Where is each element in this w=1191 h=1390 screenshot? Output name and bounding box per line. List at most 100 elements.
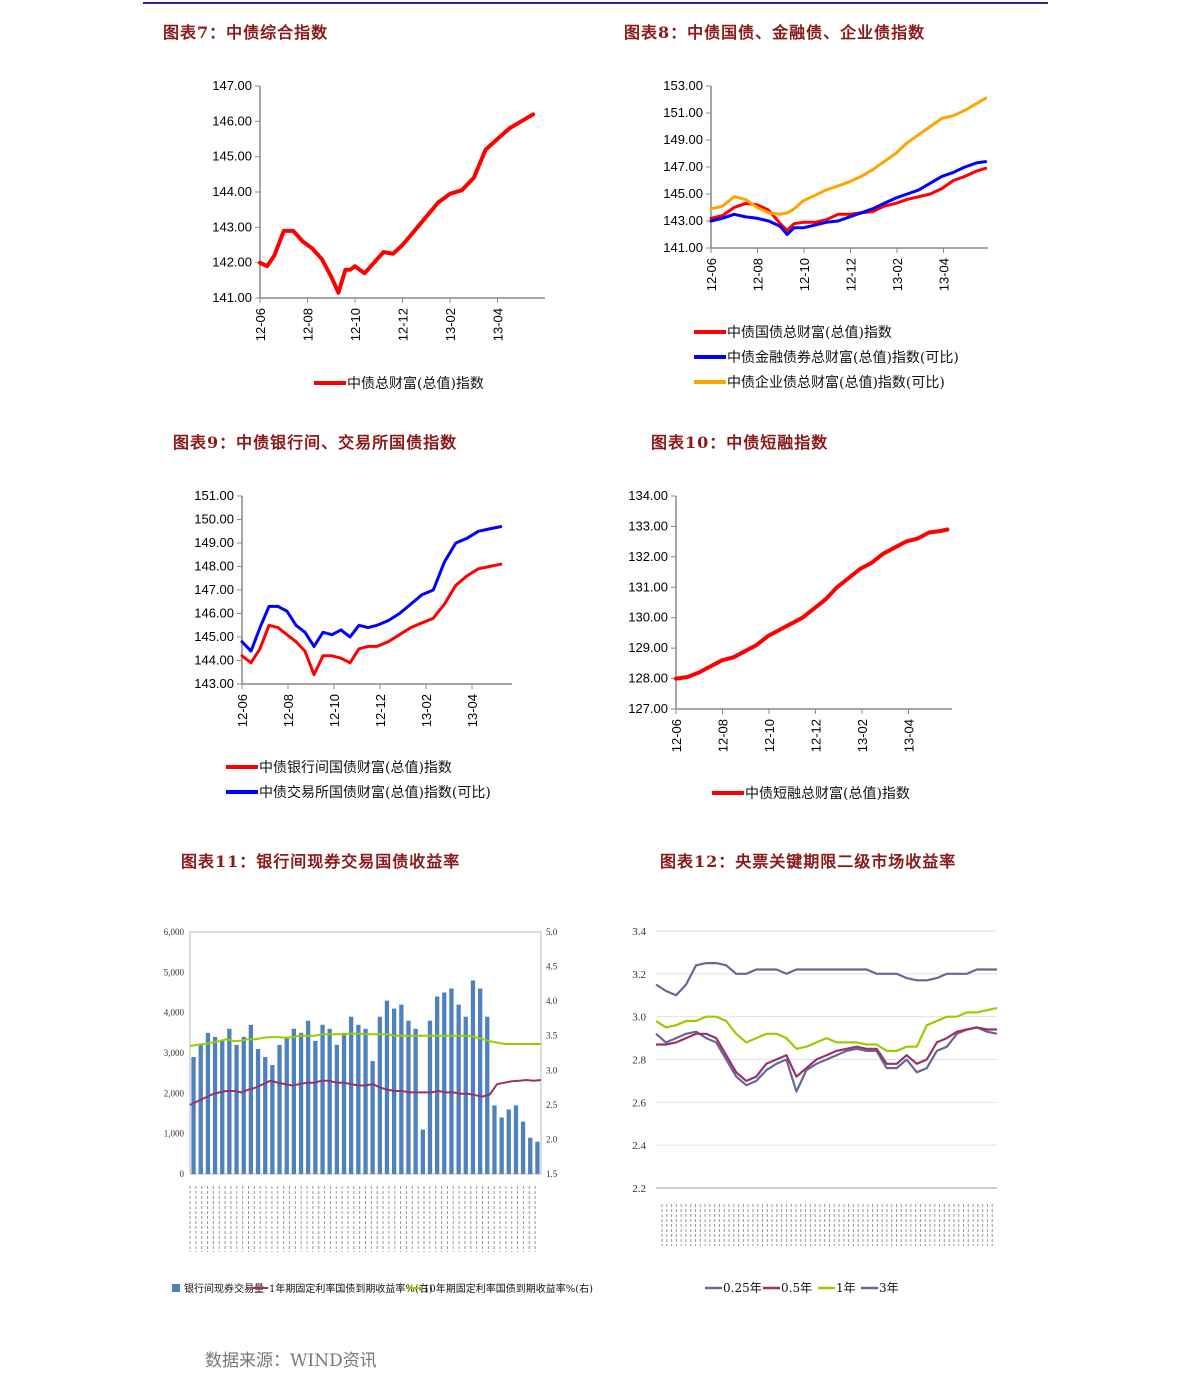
c11-y-right-tick-label: 2.0	[546, 1134, 558, 1144]
c7-x-tick-label: 13-04	[491, 308, 506, 341]
c11-bar	[442, 992, 447, 1174]
c8-x-tick-label: 12-06	[704, 258, 719, 291]
c11-bar	[327, 1028, 332, 1174]
c8-y-tick-label: 153.00	[663, 78, 703, 93]
c11-bar	[377, 1016, 382, 1174]
c11-bar	[298, 1032, 304, 1174]
c12-y-tick-label: 3.4	[632, 926, 646, 938]
c9-legend-label-2: 中债交易所国债财富(总值)指数(可比)	[259, 784, 491, 801]
c10-x-tick-label: 12-10	[762, 719, 777, 752]
c11-series-1	[189, 1078, 542, 1106]
c11-bar	[370, 1061, 375, 1174]
c11-bar	[384, 1000, 390, 1174]
c11-bar	[334, 1044, 339, 1174]
c9-series-2	[240, 525, 503, 653]
c11-bar	[435, 996, 440, 1174]
c8-x-tick-label: 13-04	[937, 258, 952, 291]
c8-series-1	[709, 166, 988, 232]
c8-y-tick-label: 149.00	[663, 132, 703, 147]
c11-y-right-tick-label: 1.5	[546, 1169, 558, 1179]
c12-series-4	[655, 961, 997, 997]
c10-y-tick-label: 130.00	[628, 610, 668, 625]
chart12-title: 图表12：央票关键期限二级市场收益率	[660, 852, 957, 871]
c12-series-1	[655, 1026, 998, 1093]
c12-legend-label-2: 0.5年	[781, 1281, 812, 1295]
c11-bar	[520, 1121, 526, 1174]
c12-legend-label-4: 3年	[879, 1281, 899, 1295]
c11-bar	[349, 1016, 354, 1174]
c11-bar	[470, 980, 476, 1174]
c7-y-tick-label: 143.00	[212, 219, 252, 234]
top-rule	[143, 2, 1048, 4]
c10-y-tick-label: 128.00	[628, 671, 668, 686]
c9-legend-label-1: 中债银行间国债财富(总值)指数	[259, 759, 452, 776]
c7-x-tick-label: 12-08	[301, 308, 316, 341]
c11-y-right-tick-label: 5.0	[546, 927, 558, 937]
c11-bar	[191, 1057, 196, 1174]
c9-y-tick-label: 150.00	[194, 512, 234, 527]
c12-series-2	[656, 1026, 997, 1083]
c11-y-left-tick-label: 5,000	[164, 967, 185, 977]
c11-y-left-tick-label: 4,000	[164, 1008, 185, 1018]
c7-y-tick-label: 141.00	[212, 290, 252, 305]
c10-y-tick-label: 131.00	[628, 579, 668, 594]
c12-y-tick-label: 2.2	[632, 1183, 646, 1195]
c9-y-tick-label: 144.00	[194, 653, 234, 668]
c11-bar	[413, 1028, 418, 1174]
c11-y-right-tick-label: 4.0	[546, 996, 558, 1006]
c7-y-tick-label: 144.00	[212, 184, 252, 199]
c11-y-left-tick-label: 6,000	[164, 927, 185, 937]
c11-bar	[198, 1044, 203, 1174]
c9-series-1	[240, 562, 503, 677]
c9-y-tick-label: 149.00	[194, 535, 234, 550]
c11-bar	[420, 1129, 425, 1174]
chart8-title: 图表8：中债国债、金融债、企业债指数	[624, 23, 926, 42]
c11-bar	[320, 1024, 325, 1174]
c11-y-left-tick-label: 2,000	[164, 1088, 185, 1098]
c11-bar	[255, 1049, 261, 1174]
c11-bar	[513, 1105, 519, 1174]
c11-bar	[270, 1065, 275, 1174]
c11-y-right-tick-label: 3.5	[546, 1031, 558, 1041]
c9-y-tick-label: 147.00	[194, 582, 234, 597]
c10-x-tick-label: 13-02	[855, 719, 870, 752]
c7-y-tick-label: 145.00	[212, 149, 252, 164]
c8-y-tick-label: 143.00	[663, 213, 703, 228]
c9-x-tick-label: 12-10	[327, 694, 342, 727]
c11-bar	[313, 1040, 318, 1174]
c12-y-tick-label: 3.2	[632, 969, 646, 981]
c12-y-tick-label: 2.6	[632, 1097, 646, 1109]
c10-x-tick-label: 13-04	[902, 719, 917, 752]
c8-legend-label-1: 中债国债总财富(总值)指数	[727, 324, 892, 341]
c11-legend-label-bars: 银行间现券交易量	[184, 1282, 264, 1295]
c7-y-tick-label: 147.00	[212, 78, 252, 93]
c9-x-tick-label: 13-02	[419, 694, 434, 727]
c11-bar	[456, 1004, 461, 1174]
c12-legend-label-1: 0.25年	[723, 1281, 762, 1295]
c11-bar	[478, 988, 483, 1174]
c11-bar	[291, 1028, 296, 1174]
c12-y-tick-label: 3.0	[632, 1012, 646, 1024]
c8-series-2	[709, 160, 988, 236]
c11-bar	[427, 1020, 433, 1174]
chart7-title: 图表7：中债综合指数	[163, 23, 329, 42]
c7-series-1	[258, 112, 536, 295]
c11-y-left-tick-label: 3,000	[164, 1048, 185, 1058]
c12-legend-label-3: 1年	[836, 1281, 856, 1295]
c11-series-2	[189, 1032, 541, 1048]
c8-x-tick-label: 13-02	[890, 258, 905, 291]
c8-x-tick-label: 12-12	[844, 258, 859, 291]
c11-y-right-tick-label: 3.0	[546, 1065, 558, 1075]
chart9-title: 图表9：中债银行间、交易所国债指数	[173, 433, 458, 452]
c11-bar	[492, 1105, 497, 1174]
c7-legend-label-1: 中债总财富(总值)指数	[347, 375, 484, 392]
c8-x-tick-label: 12-10	[797, 258, 812, 291]
c11-bar	[263, 1057, 268, 1174]
c11-bar	[227, 1028, 232, 1174]
c11-bar	[241, 1036, 246, 1174]
c7-x-tick-label: 12-10	[348, 308, 363, 341]
c11-bar	[463, 1016, 468, 1174]
c11-bar	[234, 1044, 239, 1174]
c7-y-tick-label: 146.00	[212, 113, 252, 128]
